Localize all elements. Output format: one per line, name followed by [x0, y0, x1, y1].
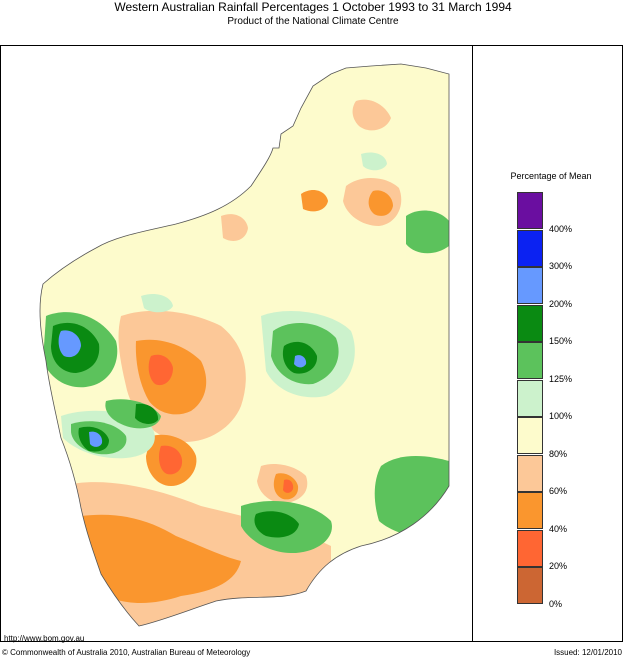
zone-north-orange: [301, 190, 328, 212]
map-title: Western Australian Rainfall Percentages …: [114, 0, 512, 14]
legend-tick-label: 80%: [549, 448, 568, 459]
zone-sw-blue: [89, 431, 103, 447]
zone-goldfields-blue: [294, 355, 307, 368]
legend-tick-label: 125%: [549, 373, 573, 384]
legend-swatch: [517, 567, 543, 604]
legend-divider: [472, 45, 473, 642]
legend-tick-label: 40%: [549, 523, 568, 534]
legend-swatch: [517, 229, 543, 267]
zone-west-blue: [58, 330, 81, 358]
legend-tick-label: 0%: [549, 598, 563, 609]
legend-tick-label: 400%: [549, 223, 573, 234]
legend-swatch: [517, 454, 543, 492]
legend-title: Percentage of Mean: [510, 171, 592, 181]
footer-issued: Issued: 12/01/2010: [553, 648, 622, 657]
legend-tick-label: 20%: [549, 561, 568, 571]
zone-north-lightgreen: [361, 152, 387, 171]
legend-tick-label: 200%: [549, 298, 573, 309]
footer-url[interactable]: http://www.bom.gov.au: [4, 634, 85, 643]
legend-swatch: [517, 529, 543, 567]
legend-tick-label: 60%: [549, 486, 568, 496]
zone-east-green: [406, 210, 449, 254]
zone-east-red: [283, 479, 294, 493]
zone-midwest-red: [159, 445, 183, 475]
map-frame: [0, 45, 623, 642]
coastline: [39, 63, 450, 627]
map-subtitle: Product of the National Climate Centre: [227, 16, 399, 27]
rainfall-map: [39, 63, 450, 627]
zone-south-orange: [81, 514, 241, 603]
legend-tick-label: 100%: [549, 411, 573, 421]
legend-swatch: [517, 267, 543, 304]
zone-kimberley-orange: [368, 190, 393, 216]
zone-mid-darkgreen: [135, 403, 159, 424]
zone-pilbara-peach: [221, 214, 248, 241]
zone-central-red: [148, 354, 173, 386]
legend-swatch: [517, 379, 543, 417]
legend-tick-label: 300%: [549, 261, 573, 271]
zone-southeast-darkgreen: [254, 511, 299, 538]
zone-central-lightgreen: [141, 294, 173, 313]
legend-swatch: [517, 492, 543, 529]
legend-swatch: [517, 342, 543, 379]
footer-copyright: © Commonwealth of Australia 2010, Austra…: [2, 648, 251, 657]
legend-swatch: [517, 192, 543, 229]
legend-swatch: [517, 417, 543, 454]
legend-tick-label: 150%: [549, 336, 573, 346]
legend-swatch: [517, 304, 543, 342]
zone-north-peach: [352, 99, 391, 131]
